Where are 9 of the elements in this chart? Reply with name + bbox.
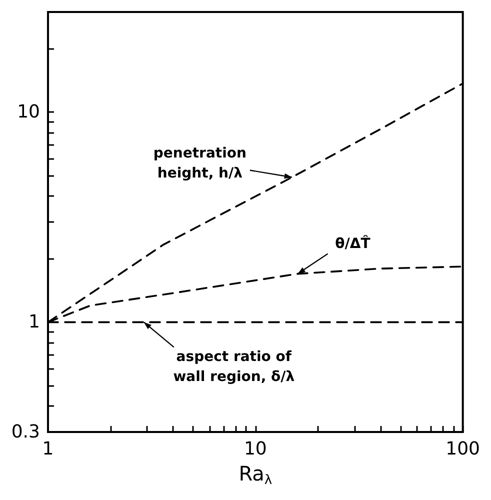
- x-tick-label: 1: [42, 438, 54, 460]
- x-tick-label: 100: [446, 438, 480, 460]
- x-tick-label: 10: [244, 438, 267, 460]
- y-tick-label: 0.3: [11, 422, 40, 442]
- annotation: penetration height, h/λ: [153, 145, 246, 182]
- y-tick-label: 10: [17, 102, 40, 123]
- annotation: θ/ΔT̂: [335, 234, 371, 252]
- y-tick-label: 1: [28, 312, 40, 333]
- annotation: aspect ratio of wall region, δ/λ: [173, 349, 295, 386]
